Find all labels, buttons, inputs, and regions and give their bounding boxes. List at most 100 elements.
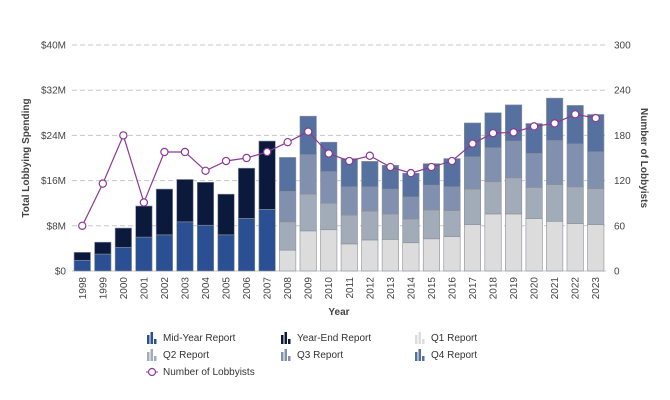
bar-year-end-report-2003	[176, 179, 194, 223]
lobbyists-point-2020	[529, 122, 539, 131]
bar-chart-icon	[147, 349, 157, 361]
bar-q1-report-2019	[505, 213, 523, 272]
bar-mid-year-report-2003	[176, 221, 194, 272]
x-tick-label: 2010	[324, 277, 335, 300]
bar-year-end-report-2004	[196, 181, 215, 226]
bar-q3-report-2016	[443, 186, 461, 211]
bar-chart-icon	[281, 349, 291, 361]
legend-label: Mid-Year Report	[163, 332, 236, 344]
bar-q2-report-2017	[463, 188, 482, 225]
y-tick-label: $24M	[41, 131, 66, 142]
bar-year-end-report-2006	[238, 167, 256, 219]
lobbyists-point-2006	[242, 153, 251, 163]
x-tick-label: 2018	[489, 277, 500, 300]
lobbyists-point-2004	[201, 166, 210, 176]
lobbyists-point-2022	[570, 110, 580, 119]
bar-chart-icon	[415, 349, 425, 361]
y-tick-label: $40M	[41, 41, 66, 52]
lobbyists-point-2003	[180, 147, 190, 157]
legend-item-q2-report[interactable]: Q2 Report	[146, 348, 209, 362]
legend-item-mid-year-report[interactable]: Mid-Year Report	[146, 331, 235, 345]
lobbyists-point-2014	[406, 168, 416, 178]
right-axis-ticks: 0 60 120 180 240 300	[614, 41, 631, 278]
legend-item-q3-report[interactable]: Q3 Report	[280, 348, 343, 362]
bar-year-end-report-1999	[94, 241, 112, 255]
x-tick-label: 2020	[530, 277, 541, 300]
y-tick-label: $8M	[47, 221, 66, 232]
bar-q1-report-2023	[587, 224, 605, 272]
x-tick-label: 2012	[365, 277, 376, 300]
bar-q3-report-2011	[340, 186, 358, 216]
bar-chart-icon	[281, 332, 291, 344]
x-tick-label: 2002	[160, 277, 171, 300]
y-tick-label: $16M	[41, 176, 66, 187]
lobbyists-point-2023	[591, 113, 600, 123]
bar-q2-report-2014	[402, 218, 420, 244]
x-tick-label: 2009	[304, 277, 315, 300]
lobbyists-point-2002	[160, 147, 169, 157]
bar-q2-report-2021	[546, 184, 564, 222]
bar-mid-year-report-1999	[94, 253, 112, 272]
legend-item-q1-report[interactable]: Q1 Report	[414, 331, 477, 345]
x-tick-label: 2022	[571, 277, 582, 300]
x-tick-label: 2001	[139, 277, 150, 300]
y2-tick-label: 240	[614, 86, 631, 97]
lobbyists-point-1998	[78, 221, 87, 230]
bar-q4-report-2008	[279, 157, 297, 192]
bar-q1-report-2017	[463, 224, 482, 272]
y2-tick-label: 120	[614, 176, 631, 187]
line-marker-icon	[146, 367, 158, 377]
bar-year-end-report-2007	[258, 140, 276, 210]
legend-item-number-of-lobbyists[interactable]: Number of Lobbyists	[146, 365, 255, 379]
bar-mid-year-report-2000	[114, 246, 132, 272]
legend-item-year-end-report[interactable]: Year-End Report	[280, 331, 371, 345]
bar-q3-report-2021	[546, 140, 564, 185]
bar-mid-year-report-2005	[217, 234, 235, 272]
legend-item-q4-report[interactable]: Q4 Report	[414, 348, 477, 362]
bar-q3-report-2010	[320, 171, 338, 204]
bar-q2-report-2018	[484, 181, 502, 215]
legend-label: Q2 Report	[163, 349, 210, 361]
legend-label: Year-End Report	[297, 332, 372, 344]
x-tick-label: 2011	[345, 277, 356, 299]
bar-q1-report-2009	[299, 230, 317, 272]
lobbyists-point-2012	[365, 151, 375, 160]
lobbyists-point-2007	[262, 147, 272, 157]
bar-q2-report-2013	[381, 213, 399, 240]
bar-q1-report-2014	[402, 242, 420, 272]
bar-q3-report-2015	[422, 184, 440, 211]
bar-q2-report-2011	[340, 214, 358, 245]
x-tick-label: 2004	[201, 277, 212, 300]
bar-q1-report-2021	[546, 220, 564, 272]
bar-q3-report-2017	[463, 156, 482, 190]
x-tick-label: 2015	[427, 277, 438, 300]
bar-q4-report-2012	[361, 161, 379, 188]
y-tick-label: $32M	[41, 86, 66, 97]
bar-year-end-report-2005	[217, 193, 235, 236]
bar-q2-report-2022	[566, 186, 584, 224]
bar-q3-report-2012	[361, 186, 379, 212]
x-tick-label: 1999	[98, 277, 109, 300]
x-tick-label: 2003	[180, 277, 191, 300]
lobbyists-point-2016	[447, 156, 457, 166]
bar-year-end-report-1998	[73, 252, 91, 261]
bar-q1-report-2012	[361, 239, 379, 272]
bar-q1-report-2022	[566, 223, 584, 272]
lobbyists-point-2017	[468, 139, 477, 148]
legend-label: Q1 Report	[431, 332, 478, 344]
lobbyists-point-2021	[550, 119, 559, 128]
bar-q2-report-2020	[525, 187, 543, 219]
left-axis-ticks: $0 $8M $16M $24M $32M $40M	[41, 41, 66, 278]
x-tick-label: 2007	[263, 277, 274, 300]
bar-year-end-report-2000	[114, 227, 132, 248]
bar-q3-report-2023	[587, 151, 605, 189]
y2-axis-title: Number of Lobbyists	[638, 108, 649, 208]
bar-q2-report-2009	[299, 193, 317, 232]
lobbyists-point-2010	[324, 149, 333, 158]
y2-tick-label: 180	[614, 131, 631, 142]
legend-label: Q3 Report	[297, 349, 344, 361]
bar-mid-year-report-2002	[155, 234, 173, 272]
bar-q3-report-2018	[484, 147, 502, 183]
bar-q2-report-2010	[320, 202, 338, 231]
